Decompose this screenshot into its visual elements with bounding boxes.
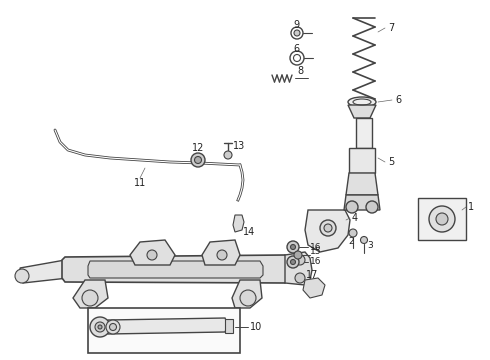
Text: 4: 4 bbox=[352, 213, 358, 223]
Polygon shape bbox=[88, 261, 263, 278]
Circle shape bbox=[361, 237, 368, 243]
Text: 13: 13 bbox=[233, 141, 245, 151]
Polygon shape bbox=[202, 240, 240, 265]
Polygon shape bbox=[348, 105, 376, 118]
Circle shape bbox=[90, 317, 110, 337]
Circle shape bbox=[147, 250, 157, 260]
Circle shape bbox=[240, 290, 256, 306]
Text: 16: 16 bbox=[310, 257, 321, 266]
Polygon shape bbox=[303, 278, 325, 298]
Circle shape bbox=[109, 324, 117, 330]
Circle shape bbox=[436, 213, 448, 225]
Bar bbox=[418, 198, 466, 240]
Circle shape bbox=[349, 229, 357, 237]
Polygon shape bbox=[346, 173, 378, 195]
Circle shape bbox=[95, 322, 105, 332]
Text: 17: 17 bbox=[306, 270, 318, 280]
Circle shape bbox=[98, 325, 102, 329]
Circle shape bbox=[291, 244, 295, 249]
Circle shape bbox=[217, 250, 227, 260]
Circle shape bbox=[82, 290, 98, 306]
Text: 8: 8 bbox=[297, 66, 303, 76]
Polygon shape bbox=[305, 210, 350, 252]
Circle shape bbox=[294, 30, 300, 36]
Circle shape bbox=[291, 260, 295, 265]
Circle shape bbox=[15, 269, 29, 283]
Text: 7: 7 bbox=[388, 23, 394, 33]
Bar bbox=[356, 118, 372, 148]
Polygon shape bbox=[232, 280, 262, 308]
Circle shape bbox=[429, 206, 455, 232]
Text: 2: 2 bbox=[348, 238, 354, 247]
Text: 11: 11 bbox=[134, 178, 146, 188]
Text: 5: 5 bbox=[388, 157, 394, 167]
Circle shape bbox=[324, 224, 332, 232]
Circle shape bbox=[366, 201, 378, 213]
Text: 12: 12 bbox=[192, 143, 204, 153]
Text: 16: 16 bbox=[310, 243, 321, 252]
Circle shape bbox=[295, 255, 305, 265]
Polygon shape bbox=[73, 280, 108, 308]
Text: 3: 3 bbox=[367, 242, 373, 251]
Polygon shape bbox=[20, 260, 68, 283]
Circle shape bbox=[320, 220, 336, 236]
Polygon shape bbox=[344, 195, 380, 210]
Text: 9: 9 bbox=[293, 20, 299, 30]
Text: 6: 6 bbox=[293, 44, 299, 54]
Circle shape bbox=[287, 256, 299, 268]
Polygon shape bbox=[62, 255, 290, 283]
Ellipse shape bbox=[348, 97, 376, 107]
Circle shape bbox=[287, 241, 299, 253]
Polygon shape bbox=[105, 318, 228, 334]
Circle shape bbox=[295, 273, 305, 283]
Bar bbox=[88, 308, 240, 353]
Text: 10: 10 bbox=[250, 322, 262, 332]
Text: 1: 1 bbox=[468, 202, 474, 212]
Circle shape bbox=[346, 201, 358, 213]
Circle shape bbox=[191, 153, 205, 167]
Text: 14: 14 bbox=[243, 227, 255, 237]
Text: 6: 6 bbox=[395, 95, 401, 105]
Circle shape bbox=[106, 320, 120, 334]
Circle shape bbox=[224, 151, 232, 159]
Bar bbox=[349, 148, 375, 173]
Circle shape bbox=[294, 251, 302, 259]
Polygon shape bbox=[130, 240, 175, 265]
Bar bbox=[225, 319, 233, 333]
Polygon shape bbox=[285, 252, 312, 285]
Polygon shape bbox=[233, 215, 244, 232]
Circle shape bbox=[195, 157, 201, 163]
Text: 15: 15 bbox=[310, 248, 321, 256]
